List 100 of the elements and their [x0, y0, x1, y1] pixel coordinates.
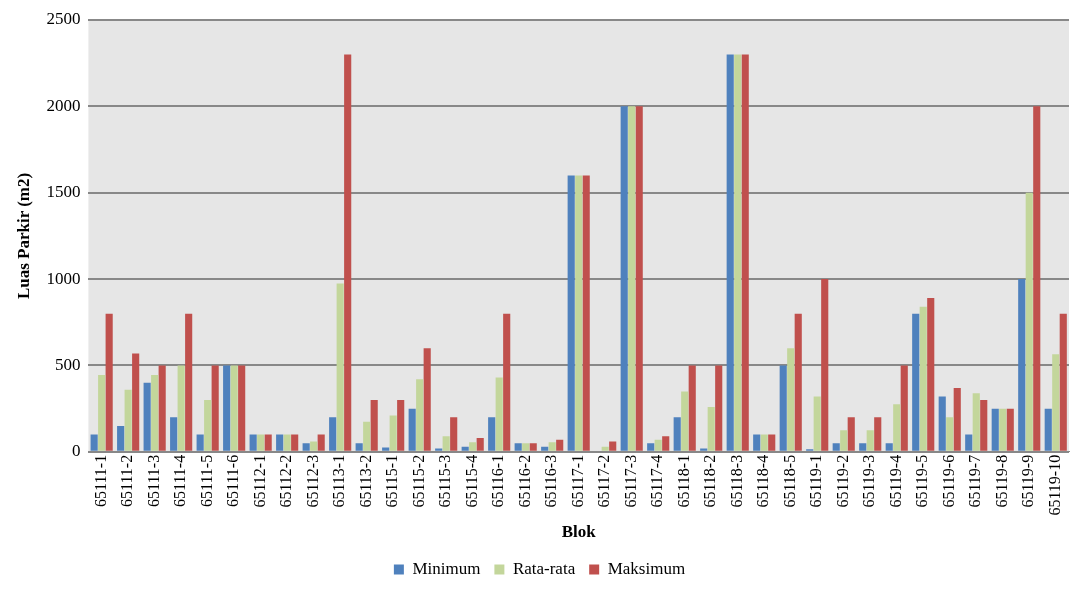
bar	[980, 400, 988, 451]
bar	[874, 417, 882, 451]
x-tick-label: 65116-3	[542, 454, 560, 508]
bar	[779, 365, 787, 451]
bar	[715, 365, 723, 451]
bar	[185, 313, 193, 451]
bar	[230, 365, 238, 451]
bar	[866, 430, 874, 451]
x-tick-label: 65119-7	[966, 454, 984, 508]
bar	[1006, 408, 1014, 451]
bar	[635, 106, 643, 451]
bar	[416, 379, 424, 451]
bar	[548, 442, 556, 451]
bar	[158, 365, 166, 451]
bar	[707, 406, 715, 451]
bar	[196, 434, 204, 451]
bar	[408, 408, 416, 451]
bar	[991, 408, 999, 451]
bar	[1059, 313, 1067, 451]
bar	[249, 434, 257, 451]
bar	[151, 374, 159, 451]
bar	[442, 436, 450, 451]
bar	[620, 106, 628, 451]
bar	[329, 417, 337, 451]
x-tick-label: 65117-4	[648, 454, 666, 508]
x-tick-label: 65112-2	[277, 454, 295, 508]
bar	[726, 54, 734, 451]
x-tick-label: 65118-5	[780, 454, 798, 508]
y-tick-label: 2500	[46, 9, 81, 29]
bar	[529, 443, 537, 451]
bar	[912, 313, 920, 451]
bar	[177, 365, 185, 451]
y-tick-label: 1500	[46, 182, 81, 202]
x-tick-label: 65111-5	[197, 454, 215, 508]
bar	[832, 443, 840, 451]
x-tick-label: 65111-6	[224, 454, 242, 508]
bar	[681, 391, 689, 451]
x-tick-label: 65119-4	[886, 454, 904, 508]
bar	[972, 393, 980, 451]
bar	[276, 434, 284, 451]
bar	[336, 283, 344, 451]
bar	[965, 434, 973, 451]
bar	[397, 400, 405, 451]
bar	[291, 434, 299, 451]
bar	[582, 175, 590, 451]
bar	[105, 313, 113, 451]
bar	[344, 54, 352, 451]
bar	[601, 446, 609, 451]
bar	[847, 417, 855, 451]
legend-label: Maksimum	[607, 558, 686, 578]
bar	[495, 377, 503, 451]
bar	[317, 434, 325, 451]
bar	[662, 436, 670, 451]
x-tick-label: 65112-3	[303, 454, 321, 508]
bar	[143, 382, 151, 451]
bar	[503, 313, 511, 451]
x-tick-label: 65119-5	[913, 454, 931, 508]
x-tick-label: 65119-9	[1019, 454, 1037, 508]
bar	[238, 365, 246, 451]
x-tick-label: 65118-4	[754, 454, 772, 508]
x-tick-label: 65115-1	[383, 454, 401, 508]
x-tick-label: 65119-1	[807, 454, 825, 508]
bar	[302, 443, 310, 451]
bar	[435, 448, 443, 451]
x-tick-label: 65118-2	[701, 454, 719, 508]
bar	[117, 425, 125, 451]
bar	[1025, 192, 1033, 451]
x-tick-label: 65119-3	[860, 454, 878, 508]
x-tick-label: 65116-2	[515, 454, 533, 508]
bar	[768, 434, 776, 451]
bar	[90, 434, 98, 451]
y-tick-label: 500	[54, 354, 81, 374]
x-tick-label: 65117-2	[595, 454, 613, 508]
bar	[257, 434, 265, 451]
bar	[753, 434, 761, 451]
bar	[787, 348, 795, 451]
x-tick-label: 65112-1	[250, 454, 268, 508]
bar	[461, 446, 469, 451]
legend-label: Rata-rata	[512, 558, 576, 578]
x-tick-label: 65117-3	[621, 454, 639, 508]
x-tick-label: 65113-1	[330, 454, 348, 508]
bar	[132, 353, 140, 451]
bar	[741, 54, 749, 451]
bar	[567, 175, 575, 451]
x-tick-label: 65118-1	[674, 454, 692, 508]
bar	[264, 434, 272, 451]
x-tick-label: 65118-3	[727, 454, 745, 508]
bar	[628, 106, 636, 451]
y-tick-label: 0	[71, 441, 81, 461]
bar	[654, 439, 662, 451]
bar	[813, 396, 821, 451]
bar	[355, 443, 363, 451]
bar	[211, 365, 219, 451]
y-tick-label: 1000	[46, 268, 81, 288]
bar	[821, 279, 829, 451]
bar	[488, 417, 496, 451]
bar	[98, 374, 106, 451]
bar	[885, 443, 893, 451]
x-tick-label: 65111-1	[91, 454, 109, 508]
bar	[900, 365, 908, 451]
